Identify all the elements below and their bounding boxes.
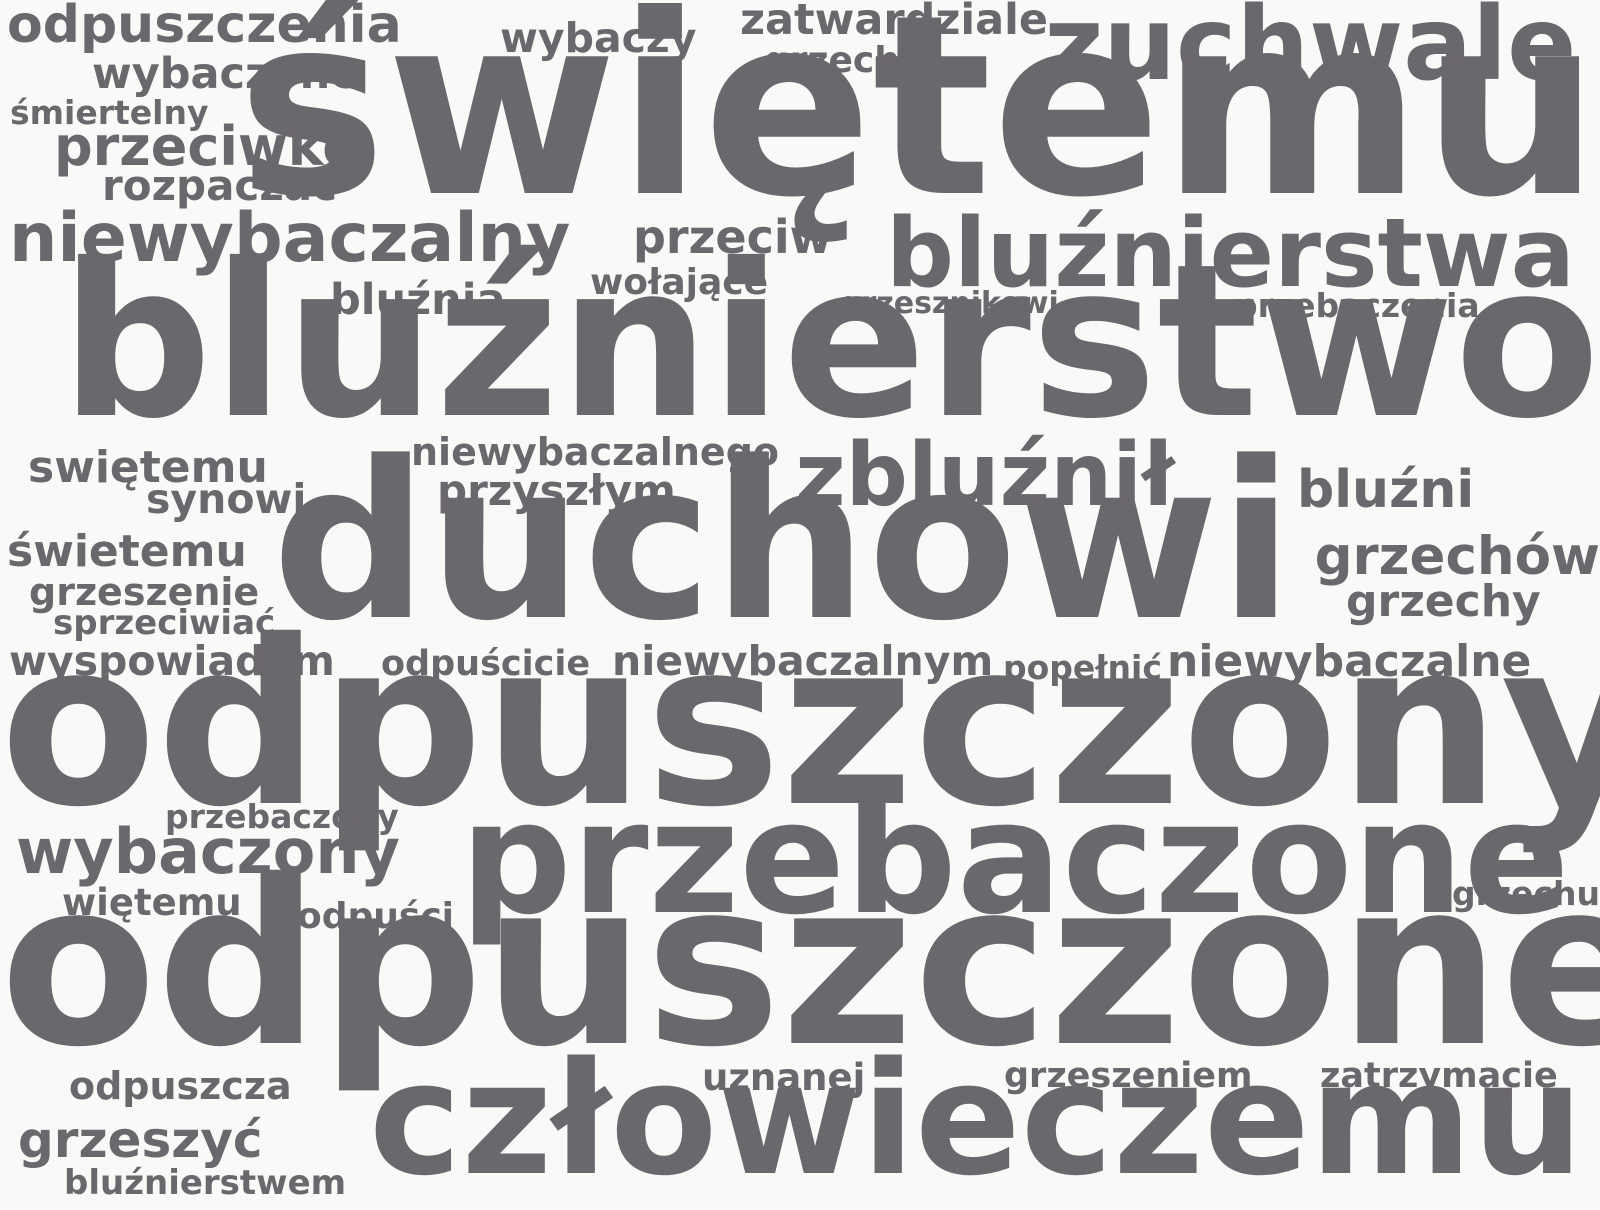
word-grzesznikowi: grzesznikowi — [840, 286, 1059, 321]
word-odpuscicie: odpuścicie — [381, 644, 591, 684]
word-grzech: grzech — [764, 40, 900, 81]
word-przebaczone: przebaczone — [460, 767, 1570, 949]
word-duchowi: duchowi — [272, 416, 1294, 669]
word-wybaczony: wybaczony — [16, 815, 400, 888]
word-grzeszyc: grzeszyć — [18, 1111, 263, 1169]
word-grzechy: grzechy — [1346, 576, 1541, 627]
word-odpuszczone: odpuszczone — [0, 831, 1600, 1097]
word-synowi: synowi — [146, 475, 307, 523]
word-swietemu: świętemu — [237, 0, 1600, 252]
word-zbluznil: zbluźnił — [795, 424, 1175, 526]
word-grzeszeniem: grzeszeniem — [1004, 1056, 1253, 1096]
word-przebaczenia: przebaczenia — [1234, 286, 1480, 325]
word-przeciw: przeciw — [633, 210, 833, 264]
word-niewybaczalnego: niewybaczalnego — [411, 430, 780, 474]
word-niewybaczalne: niewybaczalne — [1167, 636, 1532, 687]
word-niewybaczalnym: niewybaczalnym — [612, 637, 994, 685]
word-przebaczony: przebaczony — [165, 797, 399, 836]
word-bluznierstwa: bluźnierstwa — [886, 199, 1575, 309]
word-wybaczone: wybaczone — [92, 49, 360, 99]
word-wolajace: wołające — [590, 262, 769, 303]
word-sprzeciwiac: sprzeciwiać — [53, 603, 276, 643]
word-odpusci: odpuści — [297, 896, 455, 937]
word-zatwardziale: zatwardziale — [740, 0, 1049, 45]
word-grzeszenie: grzeszenie — [29, 570, 260, 614]
word-grzechow: grzechów — [1314, 526, 1600, 587]
word-odpuszcza: odpuszcza — [69, 1064, 292, 1108]
word-popelnic: popełnić — [1003, 648, 1162, 687]
word-swietemu-2: swiętemu — [28, 442, 268, 493]
word-bluznierstwo: bluźnierstwo — [60, 218, 1600, 465]
word-odpuszczenia: odpuszczenia — [7, 0, 402, 55]
word-niewybaczalny: niewybaczalny — [9, 199, 571, 278]
word-wietemu: więtemu — [62, 881, 242, 924]
word-bluznierstwem: bluźnierstwem — [64, 1163, 347, 1203]
word-smiertelny: śmiertelny — [10, 93, 209, 132]
word-bluzni: bluźni — [1297, 460, 1475, 520]
word-zuchwale: zuchwale — [1044, 0, 1577, 104]
word-odpuszczony: odpuszczony — [0, 591, 1600, 857]
word-bluznia: bluźnią — [330, 275, 506, 325]
word-grzechu: grzechu — [1451, 874, 1600, 913]
word-wyspowiadam: wyspowiadam — [9, 637, 335, 685]
word-przyszlym: przyszłym — [437, 466, 676, 515]
word-rozpaczac: rozpaczać — [102, 161, 337, 210]
word-wybaczy: wybaczy — [500, 14, 697, 62]
word-czlowieczemu: człowieczemu — [369, 1028, 1584, 1210]
word-zatrzymacie: zatrzymacie — [1320, 1056, 1558, 1096]
word-swietemu-3: świetemu — [7, 526, 247, 577]
word-przeciwko: przeciwko — [54, 115, 360, 178]
word-uznanej: uznanej — [702, 1056, 866, 1099]
